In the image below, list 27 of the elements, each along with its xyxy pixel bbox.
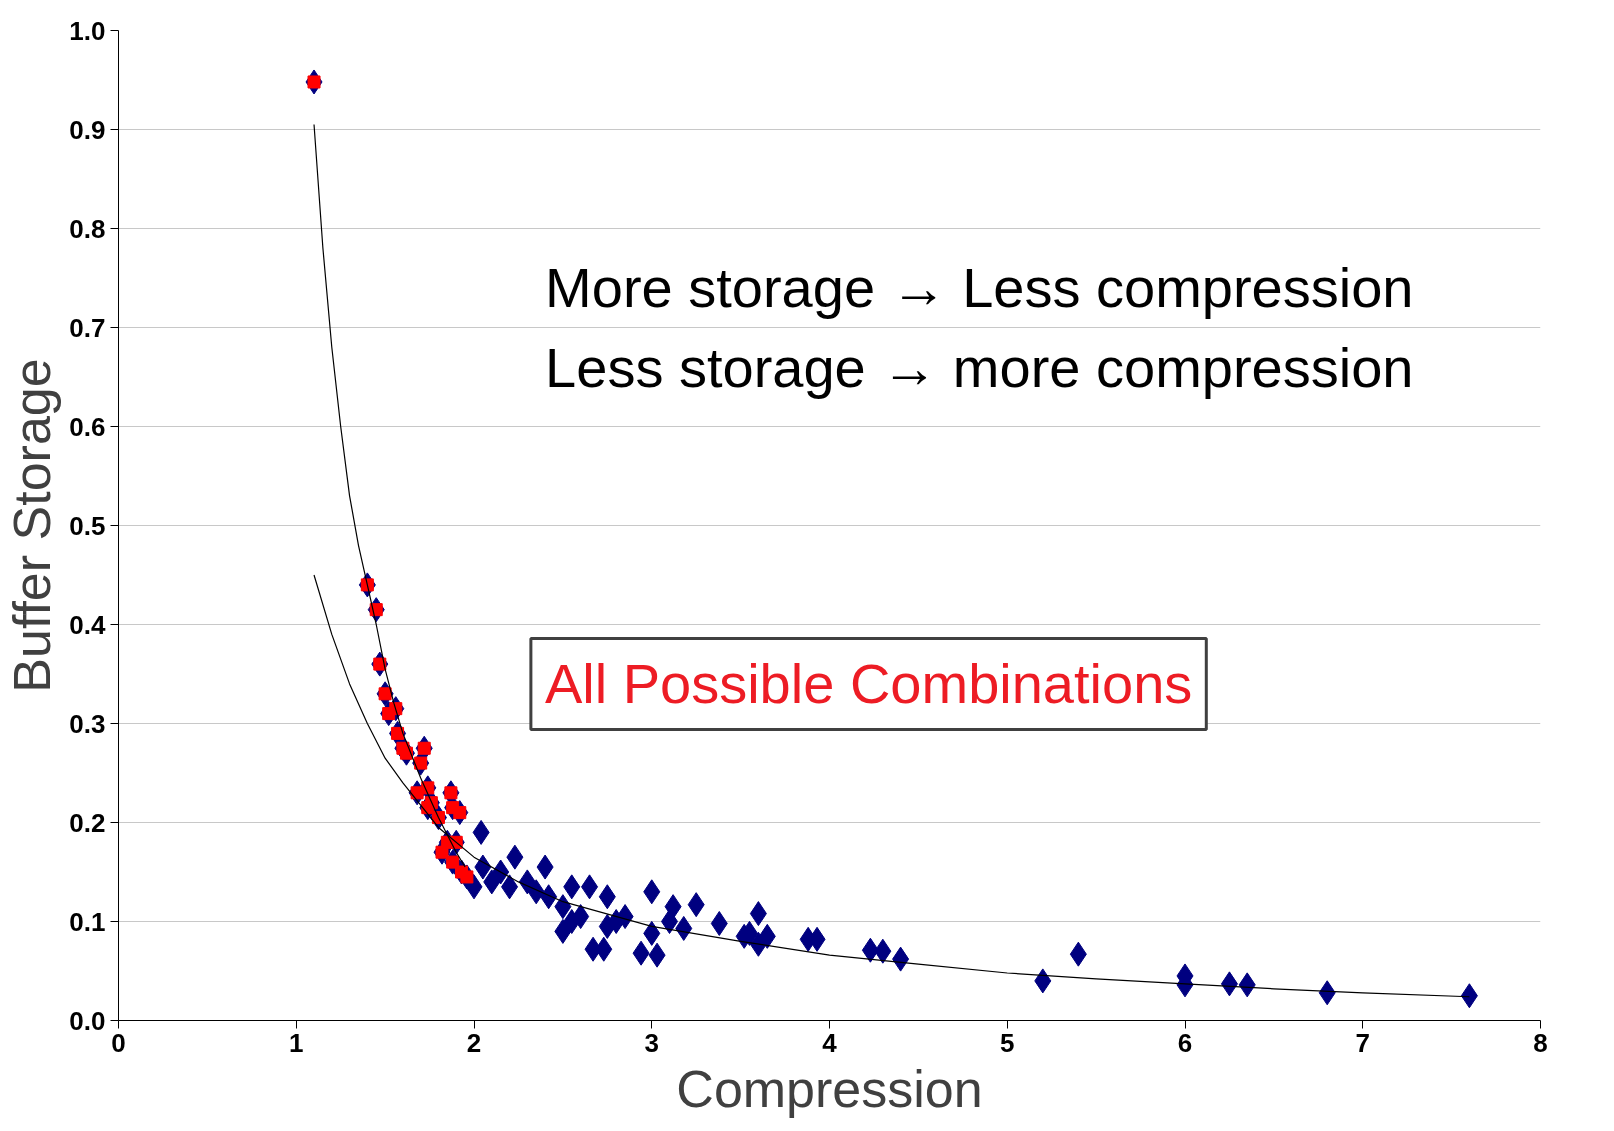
annotation: Less storage → more compression: [545, 335, 1414, 399]
y-tick-label: 0.6: [69, 411, 106, 442]
annotation: More storage → Less compression: [545, 256, 1414, 320]
y-tick-label: 0.7: [69, 312, 106, 343]
y-tick-label: 0.1: [69, 906, 106, 937]
y-tick-label: 0.3: [69, 708, 106, 739]
x-tick-label: 3: [644, 1027, 659, 1058]
point: [460, 870, 474, 884]
x-tick-label: 0: [111, 1027, 126, 1058]
x-tick-label: 4: [822, 1027, 838, 1058]
x-tick-label: 8: [1533, 1027, 1548, 1058]
y-tick-label: 0.2: [69, 807, 106, 838]
y-axis-title: Buffer Storage: [3, 358, 62, 693]
x-axis-title: Compression: [676, 1059, 983, 1118]
x-tick-label: 7: [1355, 1027, 1370, 1058]
y-tick-label: 1.0: [69, 15, 106, 46]
y-tick-label: 0.4: [69, 609, 107, 640]
y-tick-label: 0.9: [69, 114, 106, 145]
x-tick-label: 6: [1177, 1027, 1193, 1058]
x-tick-label: 5: [1000, 1027, 1015, 1058]
x-tick-label: 2: [466, 1027, 482, 1058]
annotation: All Possible Combinations: [544, 652, 1193, 716]
y-tick-label: 0.8: [69, 213, 106, 244]
point: [453, 806, 467, 820]
y-tick-label: 0.0: [69, 1005, 106, 1036]
x-tick-label: 1: [289, 1027, 304, 1058]
y-tick-label: 0.5: [69, 510, 106, 541]
